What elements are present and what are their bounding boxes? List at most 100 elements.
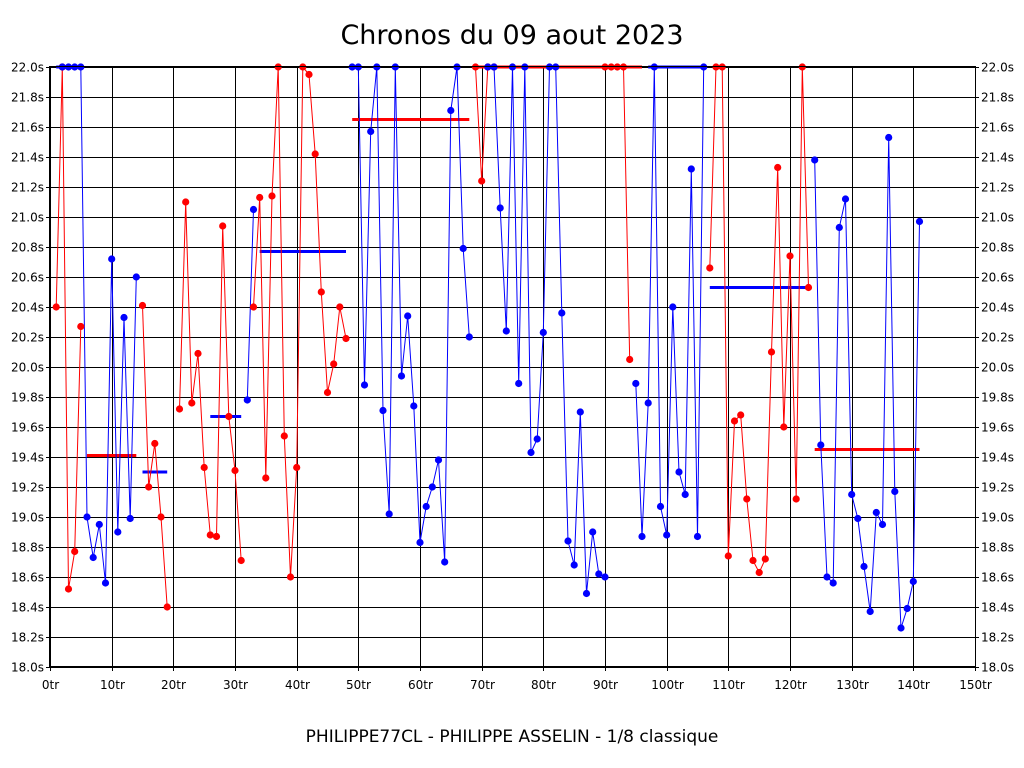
y-tick-label: 18.0s — [11, 661, 44, 675]
data-point — [447, 106, 455, 115]
data-point — [527, 448, 535, 457]
data-point — [249, 205, 258, 214]
data-point — [249, 303, 258, 311]
data-point — [194, 349, 202, 358]
data-point — [330, 360, 338, 368]
y-tick-label: 18.2s — [981, 631, 1014, 645]
data-point — [743, 495, 751, 503]
data-point — [188, 399, 196, 407]
y-tick-label: 20.4s — [981, 301, 1014, 315]
data-point — [755, 568, 763, 577]
data-point — [305, 70, 313, 79]
data-point — [656, 502, 665, 511]
x-tick-label: 30tr — [223, 678, 248, 692]
y-tick-label: 20.6s — [981, 271, 1014, 285]
data-point — [120, 313, 128, 322]
data-point — [848, 490, 856, 499]
data-point — [175, 405, 184, 413]
series-line — [635, 66, 705, 537]
data-point — [416, 538, 424, 547]
data-point — [286, 573, 295, 581]
data-point — [860, 562, 868, 571]
y-tick-label: 18.4s — [981, 601, 1014, 615]
series-line — [253, 66, 347, 578]
y-tick-label: 19.2s — [11, 481, 44, 495]
data-point — [317, 288, 325, 296]
x-tick-label: 90tr — [593, 678, 618, 692]
y-tick-label: 20.6s — [11, 271, 44, 285]
chart-footer: PHILIPPE77CL - PHILIPPE ASSELIN - 1/8 cl… — [306, 727, 719, 747]
data-point — [749, 556, 757, 565]
y-tick-label: 18.6s — [11, 571, 44, 585]
y-tick-label: 19.8s — [11, 391, 44, 405]
data-point — [157, 513, 165, 521]
data-point — [89, 553, 97, 562]
data-point — [138, 301, 147, 310]
data-point — [182, 198, 190, 206]
data-point — [693, 532, 702, 541]
data-point — [786, 252, 794, 260]
y-tick-label: 22.0s — [981, 61, 1014, 75]
data-point — [644, 399, 652, 407]
data-point — [724, 552, 732, 560]
x-tick-label: 20tr — [161, 678, 186, 692]
y-tick-label: 19.0s — [981, 511, 1014, 525]
grid-lines — [46, 67, 979, 671]
data-point — [311, 150, 319, 158]
x-tick-label: 80tr — [531, 678, 556, 692]
y-tick-label: 21.8s — [981, 91, 1014, 105]
data-point — [737, 411, 745, 419]
data-point — [212, 532, 221, 541]
data-point — [663, 531, 671, 539]
data-point — [533, 435, 541, 443]
data-point — [268, 192, 276, 200]
data-point — [231, 466, 239, 475]
y-tick-label: 20.2s — [11, 331, 44, 345]
y-tick-label: 20.2s — [981, 331, 1014, 345]
y-tick-label: 19.6s — [981, 421, 1014, 435]
y-tick-label: 18.4s — [11, 601, 44, 615]
x-tick-label: 10tr — [100, 678, 125, 692]
data-point — [761, 555, 769, 563]
data-point — [379, 406, 387, 415]
data-point — [83, 513, 91, 521]
y-tick-label: 21.0s — [981, 211, 1014, 225]
data-point — [885, 133, 893, 142]
data-point — [687, 165, 695, 173]
data-point — [589, 528, 597, 536]
data-point — [441, 558, 449, 566]
data-point — [730, 417, 739, 425]
data-point — [706, 264, 714, 272]
x-tick-label: 100tr — [651, 678, 684, 692]
data-point — [404, 312, 412, 320]
data-point — [669, 303, 677, 311]
y-tick-label: 19.4s — [981, 451, 1014, 465]
data-point — [243, 396, 251, 404]
data-point — [872, 508, 880, 517]
data-point — [256, 193, 264, 202]
data-point — [71, 547, 79, 556]
data-point — [163, 603, 171, 611]
plot-frame — [49, 66, 976, 667]
series-line — [246, 209, 254, 401]
data-point — [804, 283, 813, 292]
data-point — [496, 204, 504, 212]
data-point — [823, 573, 831, 581]
y-tick-labels-left: 18.0s 18.2s 18.4s 18.6s 18.8s 19.0s 19.2s 19.4s… — [11, 61, 44, 675]
data-point — [101, 579, 110, 587]
y-tick-labels-right: 18.0s 18.2s 18.4s 18.6s 18.8s 19.0s 19.2s 19.4s… — [981, 61, 1014, 675]
x-tick-label: 110tr — [712, 678, 745, 692]
y-tick-label: 20.8s — [11, 241, 44, 255]
data-point — [342, 334, 350, 343]
data-point — [539, 328, 547, 337]
data-point — [909, 577, 917, 586]
data-point — [293, 463, 301, 472]
data-point — [108, 255, 116, 263]
y-tick-label: 18.0s — [981, 661, 1014, 675]
x-tick-label: 0tr — [42, 678, 59, 692]
data-point — [792, 495, 800, 503]
data-point — [774, 163, 782, 172]
data-point — [465, 333, 473, 341]
